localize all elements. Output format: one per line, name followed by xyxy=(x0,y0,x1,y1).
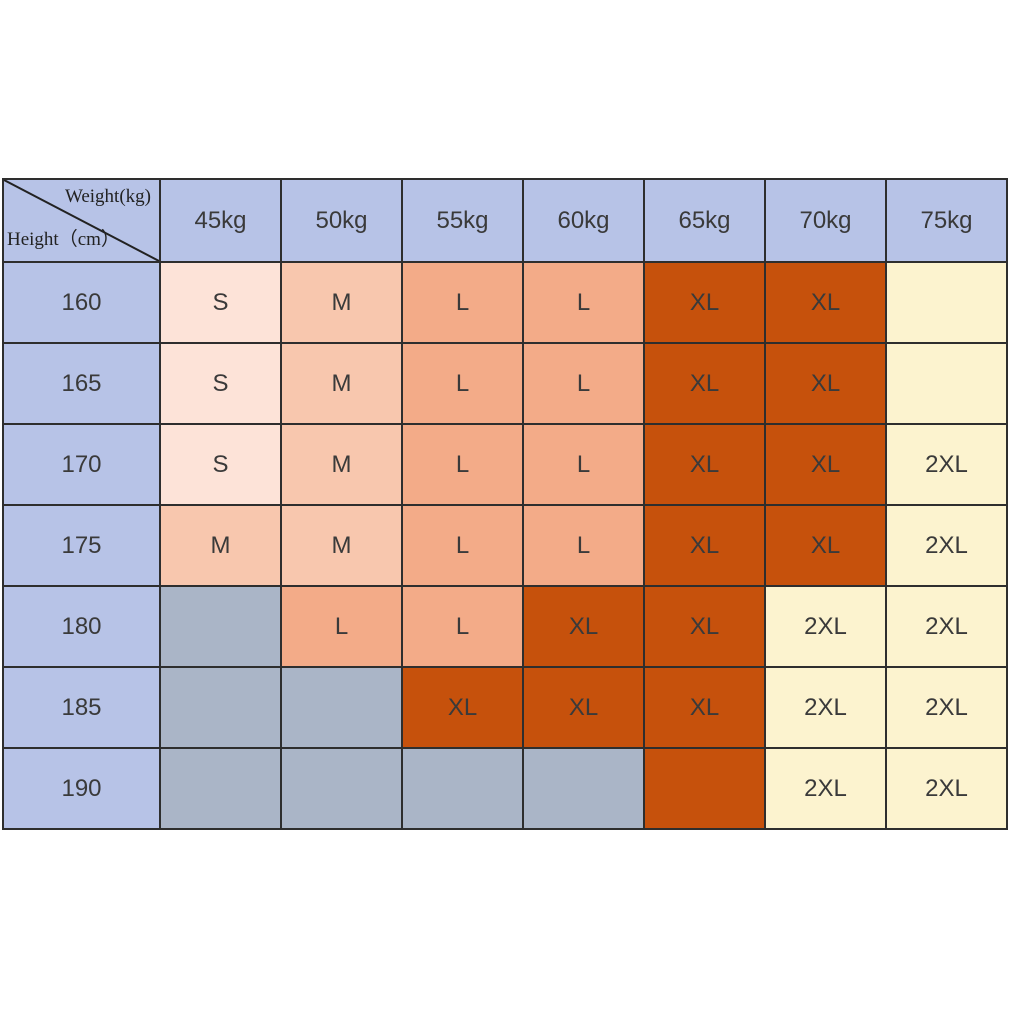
size-cell: L xyxy=(401,342,524,425)
height-label-cell: 190 xyxy=(2,747,161,830)
size-cell: XL xyxy=(401,666,524,749)
weight-header-cell: 45kg xyxy=(159,178,282,263)
size-cell: 2XL xyxy=(764,666,887,749)
size-cell: 2XL xyxy=(885,666,1008,749)
size-cell: XL xyxy=(643,666,766,749)
size-cell: M xyxy=(280,423,403,506)
size-cell: XL xyxy=(764,261,887,344)
height-label-cell: 165 xyxy=(2,342,161,425)
size-cell: M xyxy=(280,261,403,344)
size-chart-body: 160 S M L L XL XL 165 S M L L XL XL 170 S M L L XL XL 2XL 175 M… xyxy=(2,261,1008,830)
size-cell: L xyxy=(401,423,524,506)
size-cell xyxy=(280,666,403,749)
size-cell: XL xyxy=(764,342,887,425)
size-cell: XL xyxy=(764,423,887,506)
size-cell: XL xyxy=(522,585,645,668)
size-cell: 2XL xyxy=(885,585,1008,668)
size-cell xyxy=(159,666,282,749)
size-cell: XL xyxy=(643,585,766,668)
size-cell: L xyxy=(401,504,524,587)
size-cell: XL xyxy=(764,504,887,587)
size-cell: XL xyxy=(522,666,645,749)
height-label-cell: 180 xyxy=(2,585,161,668)
size-cell: M xyxy=(159,504,282,587)
height-axis-label: Height（cm） xyxy=(7,229,120,250)
size-cell: S xyxy=(159,423,282,506)
height-row: 185 XL XL XL 2XL 2XL xyxy=(2,666,1008,749)
size-cell: L xyxy=(522,423,645,506)
size-cell: L xyxy=(401,585,524,668)
size-cell: S xyxy=(159,342,282,425)
weight-axis-label: Weight(kg) xyxy=(64,186,151,207)
size-cell: L xyxy=(522,504,645,587)
weight-header-cell: 50kg xyxy=(280,178,403,263)
size-cell: M xyxy=(280,342,403,425)
height-label-cell: 185 xyxy=(2,666,161,749)
size-cell: L xyxy=(522,261,645,344)
size-cell: XL xyxy=(643,504,766,587)
size-chart-table: Weight(kg) Height（cm） 45kg 50kg 55kg 60kg 65… xyxy=(2,178,1008,830)
height-label-cell: 160 xyxy=(2,261,161,344)
size-cell xyxy=(280,747,403,830)
diagonal-divider xyxy=(4,180,159,261)
size-cell xyxy=(885,261,1008,344)
size-cell: L xyxy=(401,261,524,344)
weight-header-cell: 60kg xyxy=(522,178,645,263)
size-cell: 2XL xyxy=(885,747,1008,830)
size-cell: 2XL xyxy=(885,423,1008,506)
height-row: 160 S M L L XL XL xyxy=(2,261,1008,344)
size-cell: L xyxy=(522,342,645,425)
height-row: 165 S M L L XL XL xyxy=(2,342,1008,425)
size-cell: 2XL xyxy=(885,504,1008,587)
size-cell: S xyxy=(159,261,282,344)
size-cell: XL xyxy=(643,261,766,344)
size-cell: 2XL xyxy=(764,747,887,830)
size-cell xyxy=(522,747,645,830)
weight-header-cell: 55kg xyxy=(401,178,524,263)
size-cell: 2XL xyxy=(764,585,887,668)
height-row: 170 S M L L XL XL 2XL xyxy=(2,423,1008,506)
weight-header-row: Weight(kg) Height（cm） 45kg 50kg 55kg 60kg 65… xyxy=(2,178,1008,263)
height-row: 175 M M L L XL XL 2XL xyxy=(2,504,1008,587)
height-row: 180 L L XL XL 2XL 2XL xyxy=(2,585,1008,668)
size-cell xyxy=(401,747,524,830)
size-cell xyxy=(643,747,766,830)
height-label-cell: 175 xyxy=(2,504,161,587)
size-cell: XL xyxy=(643,342,766,425)
weight-header-cell: 75kg xyxy=(885,178,1008,263)
size-cell xyxy=(885,342,1008,425)
size-cell: M xyxy=(280,504,403,587)
corner-header: Weight(kg) Height（cm） xyxy=(2,178,161,263)
height-label-cell: 170 xyxy=(2,423,161,506)
weight-header-cell: 65kg xyxy=(643,178,766,263)
height-row: 190 2XL 2XL xyxy=(2,747,1008,830)
size-cell xyxy=(159,747,282,830)
size-cell xyxy=(159,585,282,668)
size-cell: L xyxy=(280,585,403,668)
weight-header-cell: 70kg xyxy=(764,178,887,263)
size-cell: XL xyxy=(643,423,766,506)
